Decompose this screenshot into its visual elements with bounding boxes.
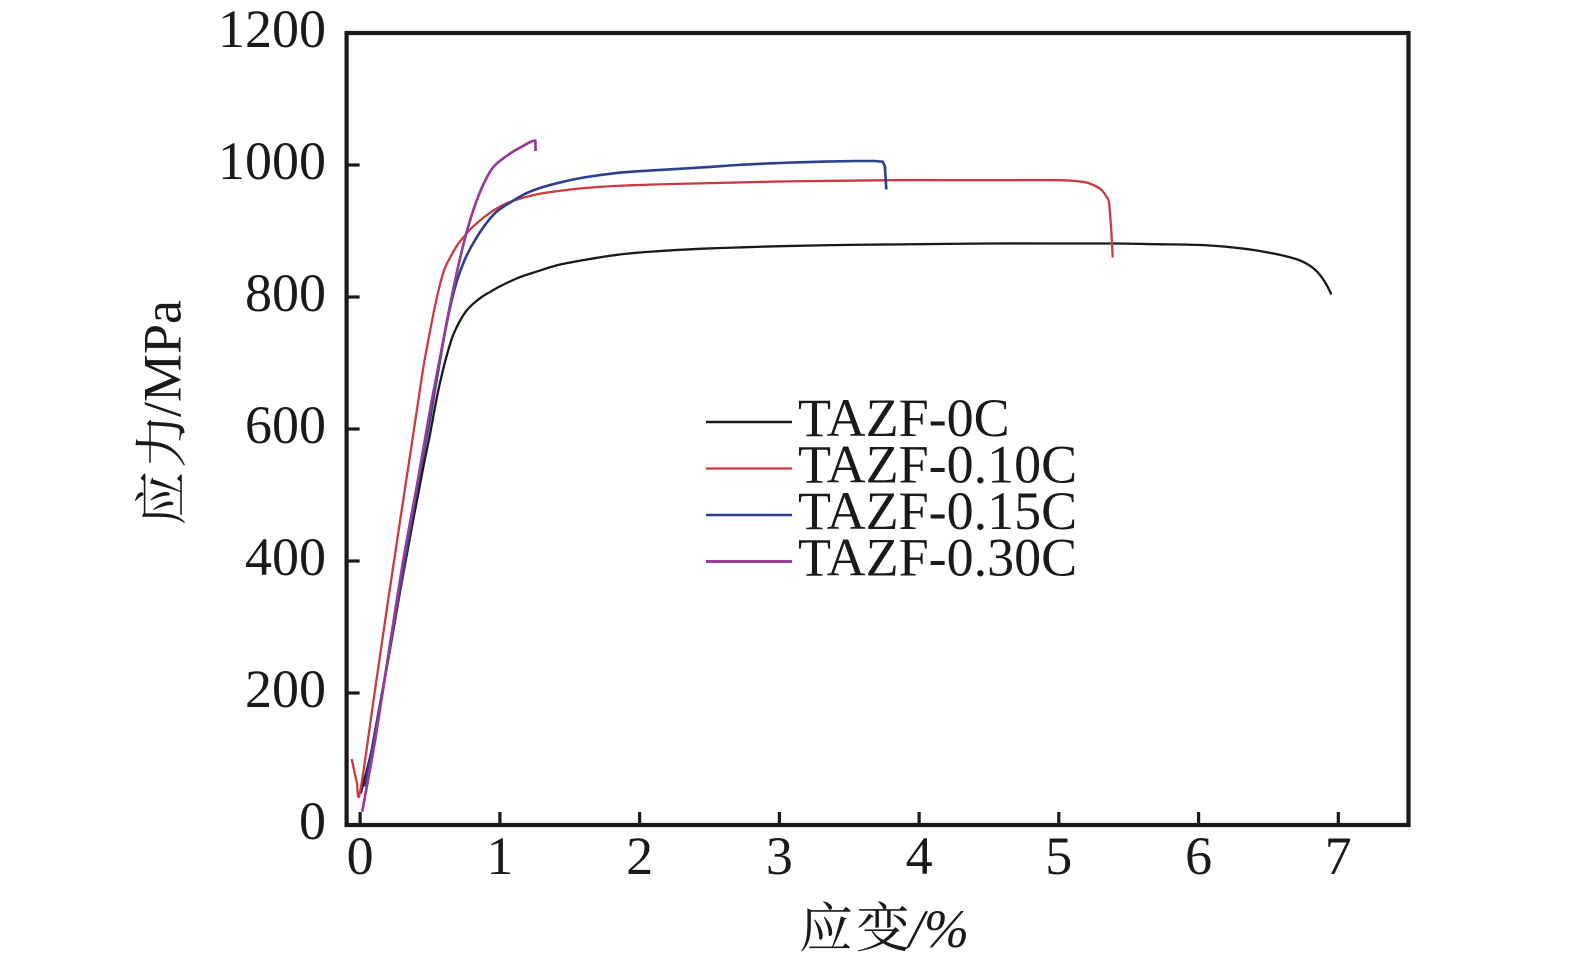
svg-text:7: 7: [1325, 826, 1352, 886]
svg-text:TAZF-0.10C: TAZF-0.10C: [798, 435, 1077, 495]
svg-text:/%: /%: [906, 899, 969, 959]
svg-text:1: 1: [486, 826, 513, 886]
svg-text:4: 4: [906, 826, 933, 886]
svg-text:2: 2: [626, 826, 653, 886]
svg-text:600: 600: [245, 395, 326, 455]
svg-text:800: 800: [245, 263, 326, 323]
svg-text:200: 200: [245, 659, 326, 719]
svg-text:1200: 1200: [218, 0, 326, 59]
svg-text:0: 0: [299, 791, 326, 851]
svg-text:/MPa: /MPa: [133, 300, 193, 417]
svg-text:400: 400: [245, 527, 326, 587]
svg-text:TAZF-0C: TAZF-0C: [798, 388, 1010, 448]
svg-text:TAZF-0.15C: TAZF-0.15C: [798, 481, 1077, 541]
svg-text:3: 3: [766, 826, 793, 886]
svg-text:5: 5: [1045, 826, 1072, 886]
svg-text:TAZF-0.30C: TAZF-0.30C: [798, 528, 1077, 588]
svg-text:1000: 1000: [218, 131, 326, 191]
svg-text:0: 0: [347, 826, 374, 886]
svg-text:6: 6: [1185, 826, 1212, 886]
